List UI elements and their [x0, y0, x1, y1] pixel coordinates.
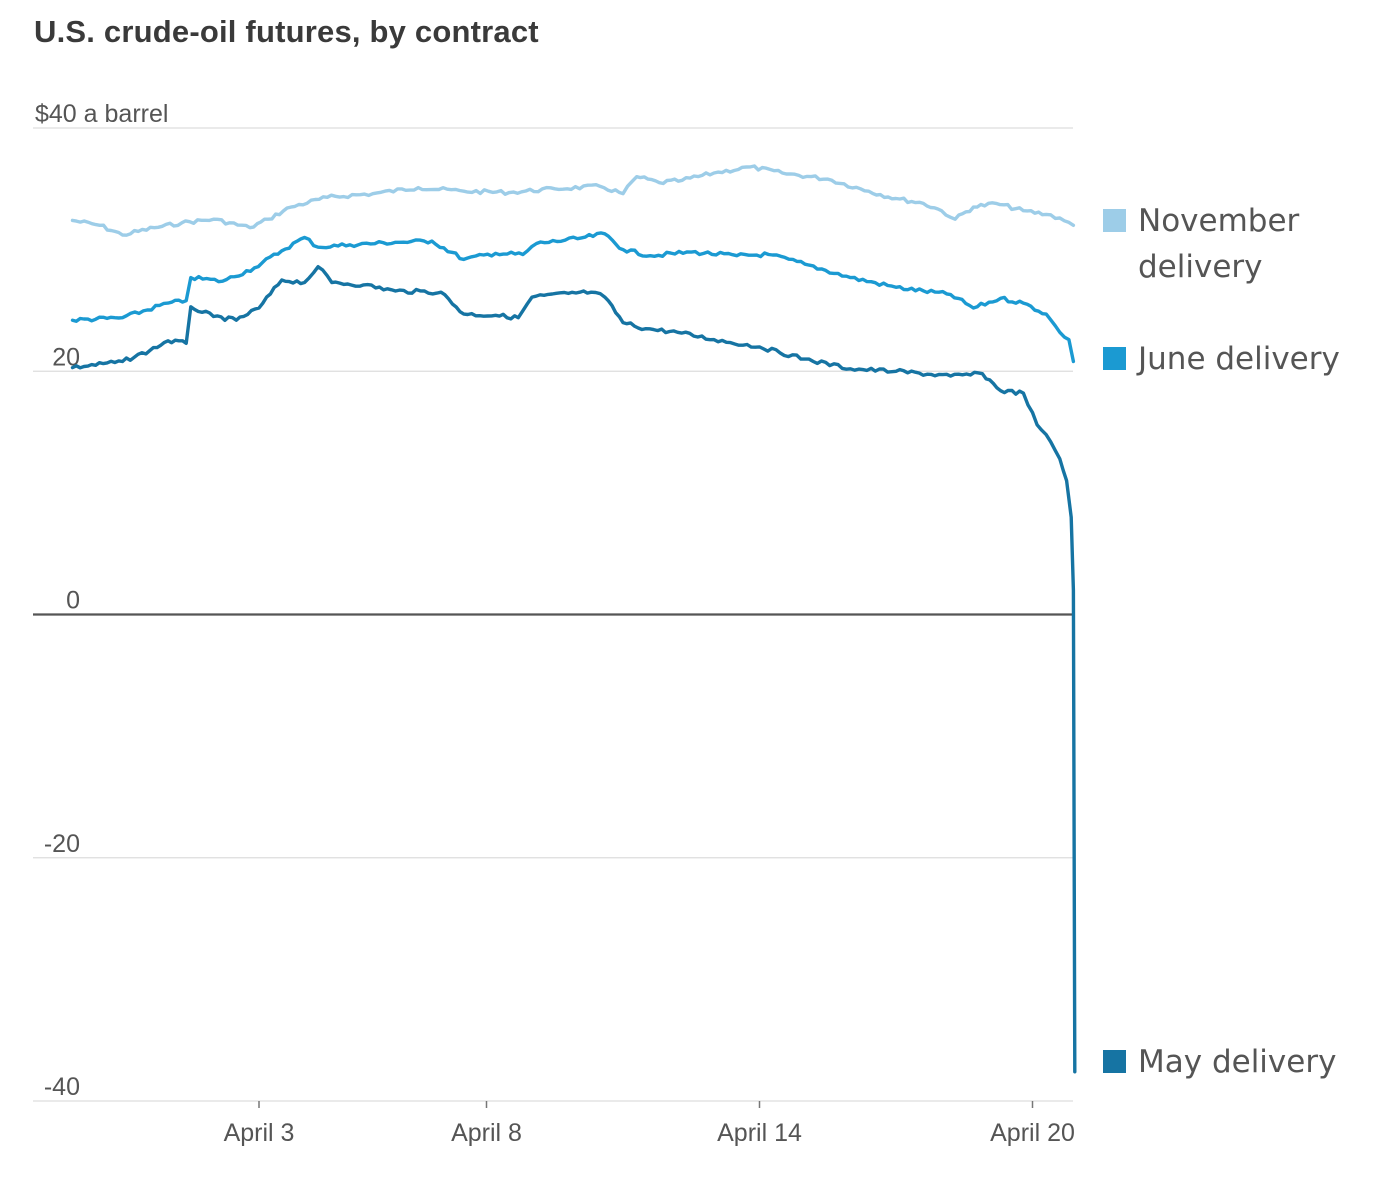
- y-tick-label: -40: [44, 1073, 80, 1101]
- legend: November delivery June delivery May deliver…: [1103, 203, 1340, 1080]
- series-lines: [70, 164, 1077, 1074]
- y-tick-label: 0: [66, 587, 80, 615]
- legend-label-november: November: [1138, 203, 1300, 239]
- legend-swatch-june: [1103, 347, 1126, 370]
- legend-swatch-may: [1103, 1050, 1126, 1073]
- legend-label-november: delivery: [1138, 249, 1262, 285]
- x-tick-label: April 3: [224, 1119, 295, 1147]
- y-tick-label: -20: [44, 830, 80, 858]
- x-tick-label: April 14: [717, 1119, 802, 1147]
- series-line-may: [70, 265, 1077, 1074]
- legend-swatch-november: [1103, 209, 1126, 232]
- x-tick-label: April 20: [990, 1119, 1075, 1147]
- x-axis: April 3 April 8 April 14 April 20: [224, 1101, 1075, 1147]
- legend-label-june: June delivery: [1136, 341, 1340, 377]
- y-tick-label: $40 a barrel: [35, 100, 168, 128]
- series-line-june: [70, 231, 1076, 364]
- series-line-november: [70, 164, 1076, 237]
- gridlines: [33, 127, 1073, 1102]
- legend-label-may: May delivery: [1138, 1044, 1336, 1080]
- chart-title: U.S. crude-oil futures, by contract: [34, 14, 539, 49]
- x-tick-label: April 8: [451, 1119, 522, 1147]
